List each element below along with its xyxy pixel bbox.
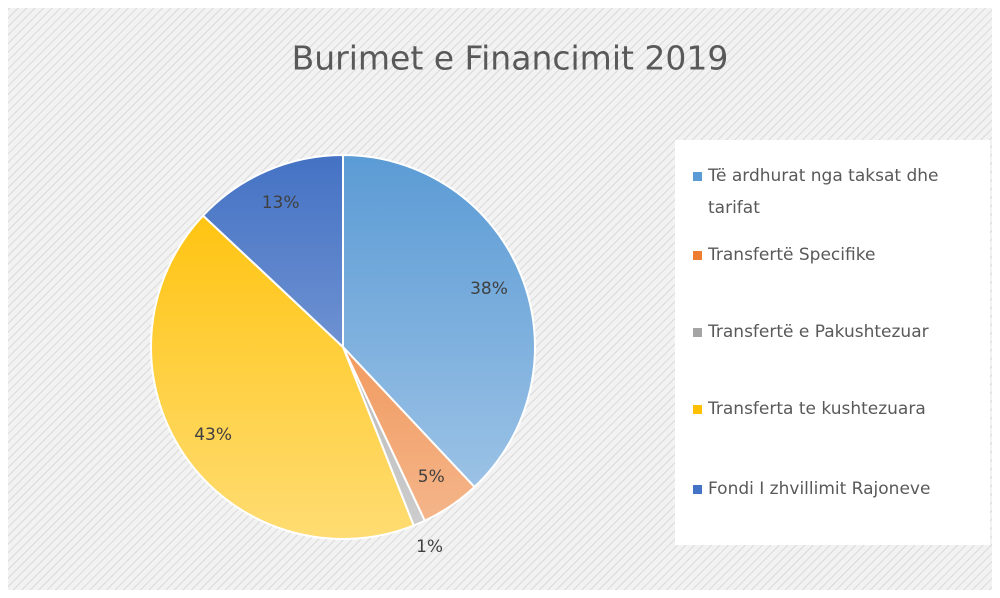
- data-label: 13%: [262, 193, 300, 213]
- legend-label: Transfertë Specifike: [708, 245, 876, 265]
- legend-marker: [693, 405, 702, 414]
- legend-marker: [693, 251, 702, 260]
- pie-slice: [150, 214, 415, 540]
- legend-marker: [693, 485, 702, 494]
- legend-label: Fondi I zhvillimit Rajoneve: [708, 479, 931, 499]
- pie-slice: [342, 153, 536, 489]
- data-label: 38%: [470, 279, 508, 299]
- data-label: 1%: [416, 537, 443, 557]
- pie-slice: [201, 153, 344, 350]
- chart-title: Burimet e Financimit 2019: [292, 39, 729, 78]
- legend: Të ardhurat nga taksat dhe tarifat Transf…: [675, 140, 990, 545]
- data-label: 5%: [418, 467, 445, 487]
- legend-label: Të ardhurat nga taksat dhe tarifat: [708, 166, 939, 218]
- legend-label: Transfertë e Pakushtezuar: [708, 322, 929, 342]
- legend-marker: [693, 172, 702, 181]
- data-label: 43%: [194, 425, 232, 445]
- legend-label: Transferta te kushtezuara: [708, 399, 926, 419]
- legend-marker: [693, 328, 702, 337]
